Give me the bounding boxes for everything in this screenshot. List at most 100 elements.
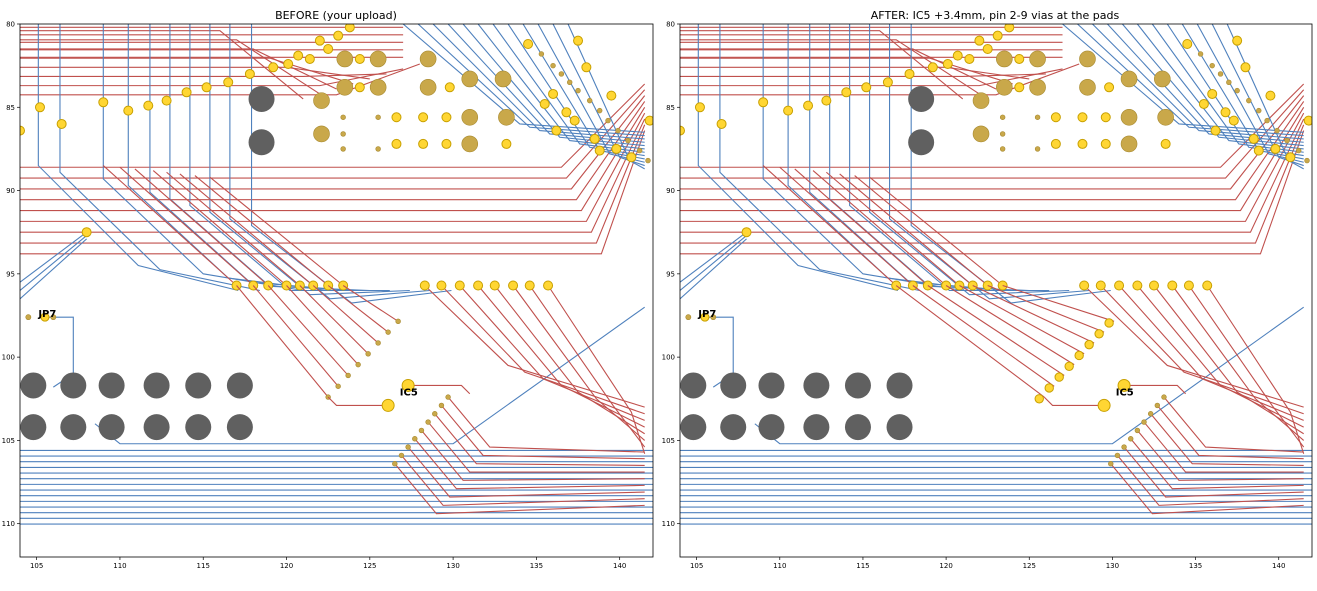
via [539, 98, 550, 109]
y-tick-label: 105 [2, 437, 15, 445]
x-tick-label: 125 [363, 562, 376, 570]
pad [461, 108, 479, 126]
mounting-hole [803, 372, 830, 399]
red-trace [299, 285, 369, 355]
red-trace [1123, 446, 1304, 498]
component-label-ic5: IC5 [1116, 387, 1134, 398]
via [861, 82, 872, 93]
pad [1157, 108, 1174, 126]
red-trace [1163, 396, 1304, 453]
pad [567, 79, 573, 85]
x-tick-label: 140 [1272, 562, 1285, 570]
pad [340, 146, 346, 152]
pad [1029, 78, 1046, 96]
red-trace [20, 130, 646, 255]
red-trace [959, 285, 1085, 355]
red-trace [236, 285, 329, 398]
via [644, 115, 653, 126]
mounting-hole [20, 372, 47, 399]
mounting-hole [886, 372, 913, 399]
x-tick-label: 105 [30, 562, 43, 570]
pad [1029, 50, 1046, 68]
red-trace [912, 285, 1055, 387]
red-trace [20, 39, 321, 95]
mounting-hole [226, 414, 253, 441]
blue-trace [809, 24, 1010, 292]
y-tick-label: 80 [6, 21, 15, 29]
axes-frame [679, 23, 1313, 558]
via [841, 87, 852, 98]
pad [636, 147, 643, 154]
blue-trace [462, 24, 645, 147]
red-trace [401, 455, 645, 506]
red-trace [1206, 285, 1305, 454]
via [716, 118, 727, 129]
pad [1108, 461, 1114, 467]
pad [1295, 147, 1302, 154]
pad [605, 117, 611, 124]
via [1160, 138, 1171, 149]
panel-after: AFTER: IC5 +3.4mm, pin 2-9 vias at the p… [662, 9, 1313, 570]
pad [999, 131, 1006, 137]
component-label-jp7: JP7 [697, 309, 716, 320]
red-trace [1124, 384, 1186, 395]
panel-after-title: AFTER: IC5 +3.4mm, pin 2-9 vias at the p… [871, 9, 1120, 22]
via [1077, 112, 1088, 123]
pad [1284, 137, 1290, 144]
pad [425, 419, 431, 425]
red-trace [762, 165, 897, 286]
red-trace [20, 73, 387, 78]
x-tick-label: 140 [613, 562, 626, 570]
via [1182, 38, 1193, 49]
red-trace [680, 106, 1305, 212]
x-tick-label: 115 [197, 562, 210, 570]
pad [1120, 135, 1138, 153]
via [1303, 115, 1312, 126]
via [418, 138, 429, 149]
red-trace [1118, 285, 1304, 421]
via [1210, 125, 1221, 136]
mounting-hole [143, 414, 170, 441]
via [444, 82, 455, 93]
pad [710, 314, 717, 321]
via [81, 227, 92, 238]
via [1198, 98, 1209, 109]
via [201, 82, 212, 93]
pad [1120, 108, 1138, 126]
via [244, 68, 255, 79]
x-tick-label: 130 [1106, 562, 1119, 570]
pad [1197, 51, 1204, 57]
via [882, 77, 893, 88]
red-trace [20, 89, 646, 179]
via [441, 112, 452, 123]
red-trace [327, 285, 389, 333]
via [1064, 361, 1074, 371]
pad [313, 125, 330, 143]
via [143, 100, 154, 111]
blue-trace [680, 231, 747, 283]
red-trace [987, 284, 1105, 333]
via [381, 398, 395, 412]
via [1050, 138, 1061, 149]
via [821, 95, 832, 106]
pad [1217, 71, 1224, 77]
mounting-hole [680, 414, 707, 441]
red-trace [895, 285, 1045, 398]
via [181, 87, 192, 98]
red-trace [1153, 285, 1304, 435]
red-trace [680, 95, 1305, 190]
via [523, 38, 534, 49]
pad [1154, 70, 1171, 88]
via [1240, 62, 1251, 73]
via [1228, 115, 1239, 126]
pad [615, 127, 621, 134]
via [314, 35, 325, 46]
plot-area [680, 24, 1312, 525]
pad [313, 92, 330, 109]
pad [1209, 62, 1215, 69]
red-trace [779, 166, 914, 286]
pad [1121, 444, 1127, 450]
mounting-hole [720, 414, 747, 441]
red-trace [441, 405, 645, 460]
